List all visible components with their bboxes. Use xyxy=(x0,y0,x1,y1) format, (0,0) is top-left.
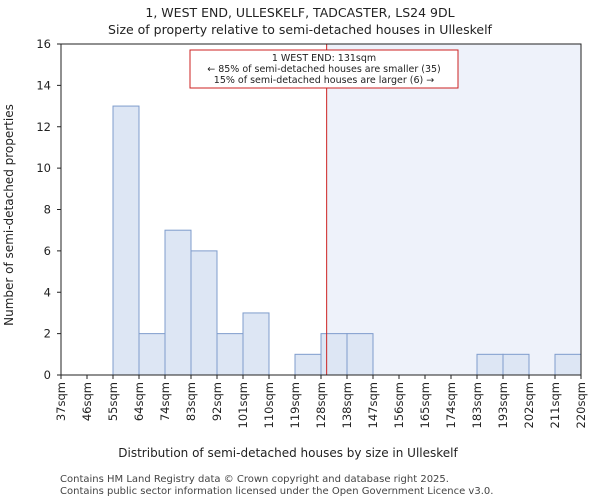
x-axis-label: Distribution of semi-detached houses by … xyxy=(118,446,458,460)
y-tick-label: 4 xyxy=(44,285,51,299)
y-tick-label: 14 xyxy=(36,78,51,92)
bar-193sqm xyxy=(502,353,530,376)
annotation-box: 1 WEST END: 131sqm ← 85% of semi-detache… xyxy=(189,49,459,89)
bar-138sqm xyxy=(346,333,374,376)
larger-region-shade xyxy=(326,44,581,375)
footer-line2: Contains public sector information licen… xyxy=(60,486,493,497)
x-tick-label: 64sqm xyxy=(132,382,146,421)
annotation-line1: 1 WEST END: 131sqm xyxy=(272,53,376,64)
bar-92sqm xyxy=(216,333,244,376)
bar-64sqm xyxy=(138,333,166,376)
x-tick-label: 211sqm xyxy=(548,382,562,428)
x-axis: 37sqm 46sqm 55sqm 64sqm 74sqm 83sqm 92sqm 101sq… xyxy=(54,375,588,428)
y-tick-label: 6 xyxy=(44,244,51,258)
x-tick-label: 183sqm xyxy=(470,382,484,428)
x-tick-label: 128sqm xyxy=(314,382,328,428)
bars xyxy=(112,105,582,376)
y-tick-label: 2 xyxy=(44,327,51,341)
y-axis-label: Number of semi-detached properties xyxy=(2,104,16,326)
x-tick-label: 37sqm xyxy=(54,382,68,421)
bar-74sqm xyxy=(164,229,192,376)
y-tick-label: 0 xyxy=(44,368,51,382)
chart-subtitle: Size of property relative to semi-detach… xyxy=(108,22,493,37)
bar-211sqm xyxy=(554,353,582,376)
x-tick-label: 110sqm xyxy=(262,382,276,428)
y-tick-label: 12 xyxy=(36,120,51,134)
y-tick-label: 10 xyxy=(36,161,51,175)
x-tick-label: 92sqm xyxy=(210,382,224,421)
x-tick-label: 83sqm xyxy=(184,382,198,421)
x-tick-label: 193sqm xyxy=(496,382,510,428)
y-axis: 0 2 4 6 8 10 12 14 16 xyxy=(36,37,61,382)
bar-83sqm xyxy=(190,250,218,376)
x-tick-label: 101sqm xyxy=(236,382,250,428)
y-tick-label: 8 xyxy=(44,203,51,217)
x-tick-label: 147sqm xyxy=(366,382,380,428)
bar-101sqm xyxy=(242,312,270,376)
chart-title: 1, WEST END, ULLESKELF, TADCASTER, LS24 … xyxy=(145,5,454,20)
footer-line1: Contains HM Land Registry data © Crown c… xyxy=(60,474,449,485)
bar-55sqm xyxy=(112,105,140,376)
x-tick-label: 174sqm xyxy=(444,382,458,428)
x-tick-label: 46sqm xyxy=(80,382,94,421)
highlight-region xyxy=(326,44,581,375)
x-tick-label: 202sqm xyxy=(522,382,536,428)
x-tick-label: 74sqm xyxy=(158,382,172,421)
x-tick-label: 119sqm xyxy=(288,382,302,428)
x-tick-label: 55sqm xyxy=(106,382,120,421)
annotation-line2: ← 85% of semi-detached houses are smalle… xyxy=(207,64,441,75)
bar-119sqm xyxy=(294,353,322,376)
x-tick-label: 220sqm xyxy=(574,382,588,428)
bar-183sqm xyxy=(476,353,504,376)
y-tick-label: 16 xyxy=(36,37,51,51)
x-tick-label: 138sqm xyxy=(340,382,354,428)
x-tick-label: 165sqm xyxy=(418,382,432,428)
annotation-line3: 15% of semi-detached houses are larger (… xyxy=(214,75,434,86)
x-tick-label: 156sqm xyxy=(392,382,406,428)
bar-128sqm xyxy=(320,333,348,376)
